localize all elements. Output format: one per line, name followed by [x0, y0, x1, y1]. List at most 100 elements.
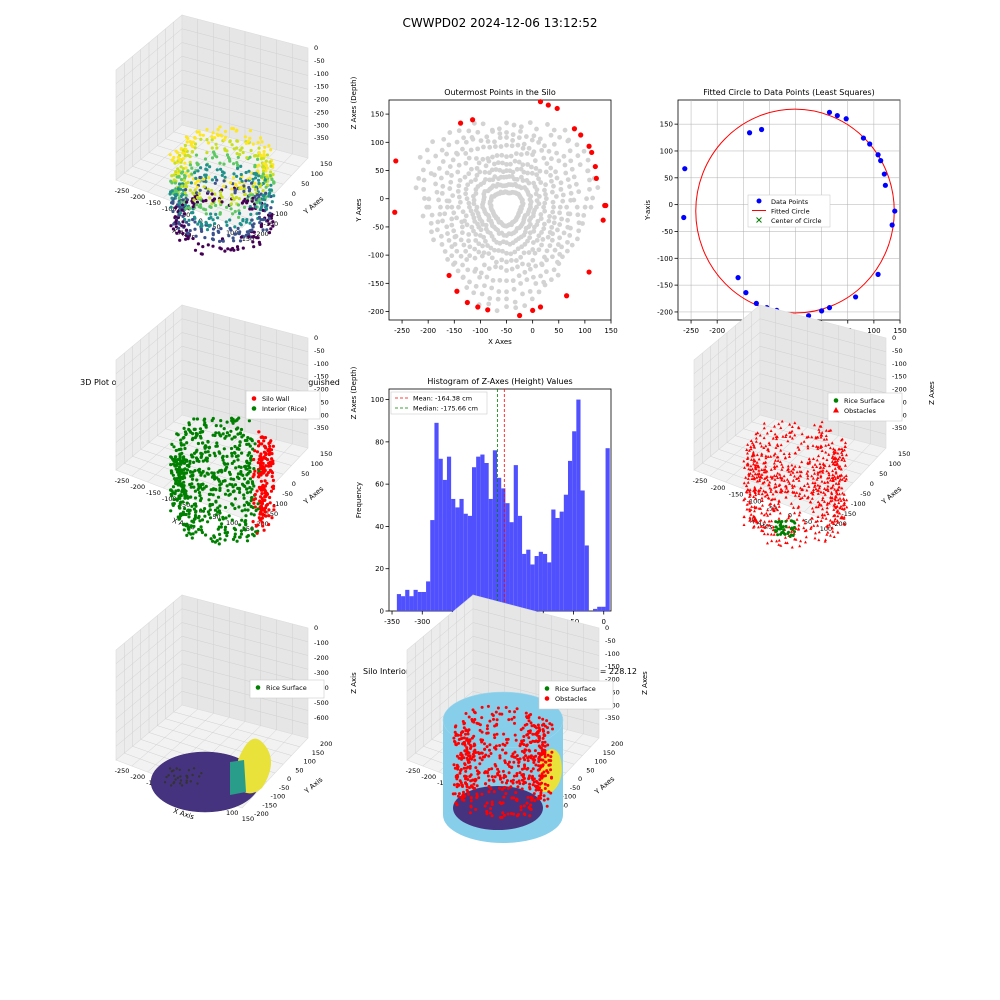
obstacle-point: [821, 470, 825, 474]
interior-point: [466, 232, 472, 237]
data-point: [218, 504, 222, 508]
interior-point: [467, 204, 472, 210]
obstacle-point: [519, 805, 523, 809]
interior-point: [510, 278, 516, 284]
obstacle-point: [476, 751, 480, 754]
interior-point: [473, 187, 479, 192]
interior-point: [466, 200, 472, 206]
interior-point: [486, 266, 492, 271]
data-point: [213, 175, 217, 179]
obstacle-point: [840, 451, 844, 454]
obstacle-point: [825, 524, 829, 527]
data-point: [172, 445, 176, 449]
obstacle-point: [472, 720, 476, 724]
obstacle-point: [539, 758, 543, 762]
data-point: [243, 464, 248, 468]
obstacle-point: [455, 754, 459, 758]
rice-point: [179, 775, 182, 778]
data-point: [174, 448, 178, 453]
obstacle-point: [462, 756, 466, 760]
interior-point: [445, 256, 451, 262]
data-point: [214, 513, 218, 517]
obstacle-point: [757, 474, 761, 478]
obstacle-point: [490, 803, 494, 806]
data-point: [254, 198, 258, 202]
obstacle-point: [487, 778, 491, 782]
data-point: [192, 451, 197, 455]
data-point: [238, 239, 243, 243]
obstacle-point: [819, 519, 823, 523]
obstacle-point: [760, 492, 764, 496]
data-point: [187, 206, 191, 210]
obstacle-point: [523, 758, 527, 762]
obstacle-point: [498, 754, 502, 758]
obstacle-point: [791, 471, 795, 474]
data-point: [216, 495, 221, 499]
obstacle-point: [480, 758, 484, 762]
obstacle-point: [762, 489, 766, 493]
data-point: [225, 223, 229, 227]
data-point: [176, 187, 180, 191]
obstacle-point: [515, 774, 519, 778]
data-point: [267, 216, 271, 220]
interior-point: [457, 177, 463, 183]
rice-point: [167, 774, 170, 777]
data-point: [181, 436, 185, 440]
obstacle-point: [832, 522, 836, 525]
data-point: [221, 239, 225, 243]
data-point: [190, 150, 194, 154]
obstacle-point: [537, 755, 541, 759]
legend-marker: [833, 398, 839, 403]
obstacle-point: [834, 498, 838, 502]
obstacle-point: [773, 497, 777, 501]
grid-line: [406, 622, 474, 678]
obstacle-point: [821, 515, 825, 519]
obstacle-point: [798, 474, 802, 477]
data-point: [227, 234, 231, 238]
data-point: [255, 236, 259, 240]
rice-point: [774, 525, 778, 529]
obstacle-point: [817, 430, 821, 434]
obstacle-point: [766, 514, 770, 517]
interior-point: [588, 204, 594, 210]
data-point: [231, 212, 235, 216]
obstacle-point: [758, 479, 762, 483]
obstacle-point: [527, 777, 531, 781]
surface-slope: [230, 760, 246, 795]
y-tick-label: 0: [380, 195, 384, 203]
obstacle-point: [836, 520, 840, 524]
data-point: [210, 418, 214, 423]
data-point: [195, 203, 199, 207]
rice-point: [176, 776, 180, 780]
data-point: [265, 183, 270, 187]
obstacle-point: [753, 472, 757, 476]
data-point: [758, 126, 765, 133]
interior-point: [547, 243, 553, 249]
data-point: [189, 495, 193, 499]
obstacle-point: [453, 766, 457, 770]
obstacle-point: [836, 510, 840, 514]
obstacle-point: [825, 476, 829, 480]
obstacle-point: [764, 456, 768, 460]
surface-peak: [238, 738, 271, 794]
obstacle-point: [487, 754, 491, 758]
interior-point: [497, 131, 503, 137]
interior-point: [568, 190, 574, 196]
histogram-bar: [567, 460, 573, 611]
x-tick-label: -100: [472, 327, 488, 335]
data-point: [265, 228, 269, 232]
data-point: [248, 193, 252, 197]
obstacle-point: [453, 725, 457, 729]
data-point: [240, 509, 244, 513]
data-point: [259, 154, 263, 158]
obstacle-point: [538, 778, 542, 782]
obstacle-point: [513, 733, 517, 737]
obstacle-point: [816, 483, 820, 487]
interior-point: [473, 156, 479, 161]
data-point: [196, 169, 200, 173]
outer-point: [475, 304, 481, 310]
data-point: [225, 205, 229, 209]
obstacle-point: [508, 760, 511, 764]
obstacle-point: [522, 739, 526, 742]
